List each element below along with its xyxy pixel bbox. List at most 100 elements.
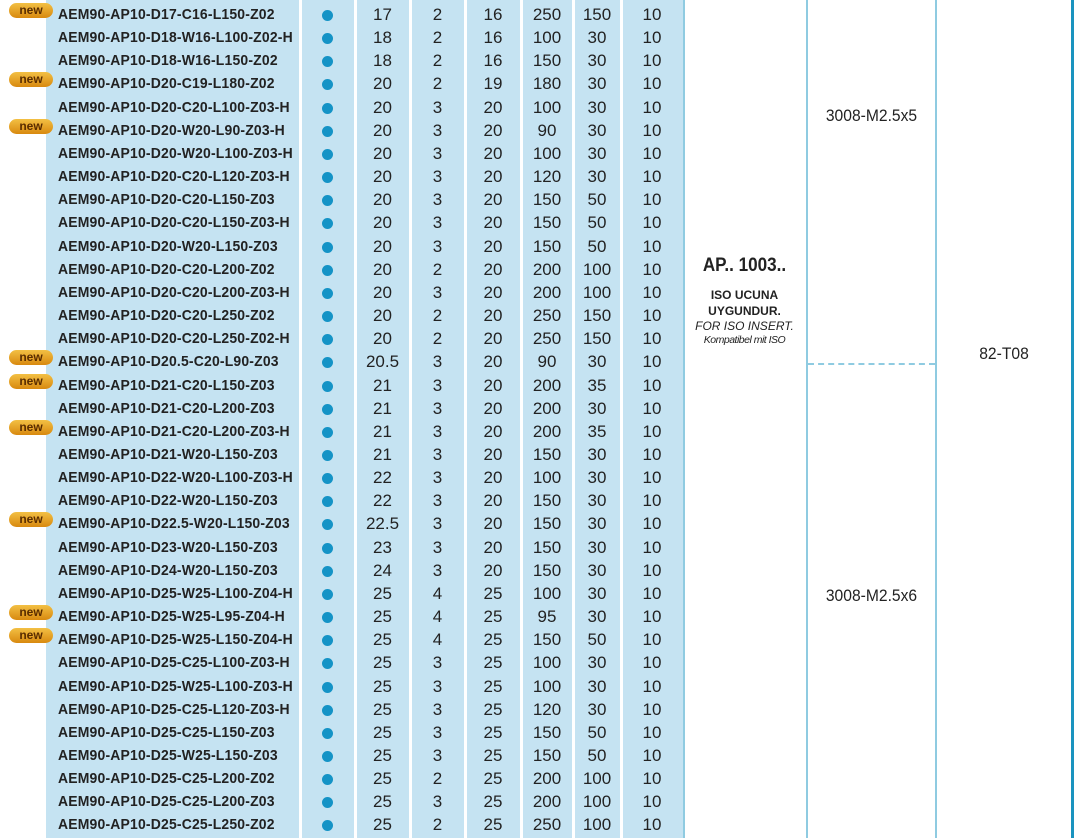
cell-value: 20 <box>483 97 503 117</box>
cell-value: 25 <box>373 792 392 812</box>
product-table: new AEM90-AP10-D17-C16-L150-Z02 17 2 16 250 15… <box>0 3 683 837</box>
cell-value: 20 <box>483 282 503 302</box>
cell-value: 21 <box>373 375 392 395</box>
product-code: AEM90-AP10-D25-W25-L100-Z03-H <box>58 677 293 695</box>
cell-value: 20 <box>373 236 392 256</box>
cell-value: 30 <box>587 74 607 94</box>
cell-value: 3 <box>432 699 443 719</box>
availability-dot-icon <box>322 334 333 346</box>
cell-value: 250 <box>532 306 562 326</box>
cell-value: 20 <box>483 444 503 464</box>
product-code: AEM90-AP10-D20-W20-L90-Z03-H <box>58 121 285 139</box>
cell-value: 250 <box>532 815 562 835</box>
insert-title: AP.. 1003.. <box>702 255 787 276</box>
cell-value: 16 <box>483 28 503 48</box>
cell-value: 25 <box>483 653 503 673</box>
cell-value: 10 <box>642 676 662 696</box>
cell-value: 100 <box>582 259 612 279</box>
product-code: AEM90-AP10-D21-C20-L200-Z03-H <box>58 422 290 440</box>
availability-dot-icon <box>322 565 333 577</box>
cell-value: 100 <box>582 792 612 812</box>
table-row: AEM90-AP10-D23-W20-L150-Z03 23 3 20 150 30 10 <box>0 536 683 559</box>
cell-value: 16 <box>483 5 503 24</box>
availability-dot-icon <box>322 264 333 276</box>
availability-dot-icon <box>322 403 333 415</box>
cell-value: 20 <box>483 213 503 233</box>
cell-value: 30 <box>587 352 607 372</box>
cell-value: 20 <box>483 560 503 580</box>
availability-dot-icon <box>322 542 333 554</box>
cell-value: 20.5 <box>365 352 400 372</box>
cell-value: 120 <box>532 699 562 719</box>
cell-value: 3 <box>432 468 443 488</box>
cell-value: 30 <box>587 120 607 140</box>
product-code: AEM90-AP10-D25-C25-L150-Z03 <box>58 723 275 741</box>
availability-dot-icon <box>322 635 333 647</box>
availability-dot-icon <box>322 56 333 68</box>
insert-info: AP.. 1003.. ISO UCUNA UYGUNDUR. FOR ISO … <box>683 255 806 346</box>
cell-value: 150 <box>532 722 562 742</box>
table-row: AEM90-AP10-D25-W25-L150-Z03 25 3 25 150 50 10 <box>0 744 683 767</box>
cell-value: 4 <box>432 583 443 603</box>
cell-value: 100 <box>532 468 562 488</box>
cell-value: 25 <box>483 607 503 627</box>
availability-dot-icon <box>322 612 333 624</box>
column-divider <box>572 0 575 838</box>
cell-value: 200 <box>532 421 562 441</box>
cell-value: 20 <box>373 97 392 117</box>
cell-value: 30 <box>587 167 607 187</box>
cell-value: 90 <box>537 120 557 140</box>
column-divider <box>935 0 937 838</box>
cell-value: 20 <box>373 329 392 349</box>
table-row: new AEM90-AP10-D20-W20-L90-Z03-H 20 3 20 90 30… <box>0 118 683 142</box>
product-code: AEM90-AP10-D20-C20-L150-Z03 <box>58 191 275 209</box>
cell-value: 20 <box>483 491 503 511</box>
product-code: AEM90-AP10-D25-C25-L250-Z02 <box>58 816 275 834</box>
cell-value: 10 <box>642 746 662 765</box>
cell-value: 2 <box>432 329 443 349</box>
product-code: AEM90-AP10-D17-C16-L150-Z02 <box>58 6 275 23</box>
availability-dot-icon <box>322 727 333 739</box>
cell-value: 25 <box>373 699 392 719</box>
product-code: AEM90-AP10-D25-W25-L100-Z04-H <box>58 584 293 602</box>
cell-value: 150 <box>582 5 612 24</box>
cell-value: 35 <box>587 375 607 395</box>
table-row: AEM90-AP10-D22-W20-L100-Z03-H 22 3 20 100 30 1… <box>0 466 683 489</box>
cell-value: 22 <box>373 468 392 488</box>
cell-value: 3 <box>432 421 443 441</box>
availability-dot-icon <box>322 172 333 184</box>
cell-value: 3 <box>432 236 443 256</box>
column-divider <box>520 0 523 838</box>
cell-value: 10 <box>642 560 662 580</box>
new-badge: new <box>9 419 53 435</box>
cell-value: 3 <box>432 398 443 418</box>
table-row: AEM90-AP10-D25-W25-L100-Z04-H 25 4 25 100 30 1… <box>0 582 683 605</box>
table-row: new AEM90-AP10-D25-W25-L150-Z04-H 25 4 25 150… <box>0 628 683 651</box>
cell-value: 2 <box>432 306 443 326</box>
cell-value: 25 <box>373 815 392 835</box>
cell-value: 25 <box>373 746 392 765</box>
cell-value: 50 <box>587 746 607 765</box>
cell-value: 10 <box>642 815 662 835</box>
cell-value: 30 <box>587 28 607 48</box>
cell-value: 3 <box>432 676 443 696</box>
cell-value: 150 <box>532 630 562 650</box>
cell-value: 3 <box>432 537 443 557</box>
column-divider <box>620 0 623 838</box>
product-code: AEM90-AP10-D20-C20-L100-Z03-H <box>58 98 290 116</box>
table-row: AEM90-AP10-D20-C20-L250-Z02-H 20 2 20 250 150… <box>0 327 683 350</box>
cell-value: 30 <box>587 97 607 117</box>
cell-value: 3 <box>432 491 443 511</box>
cell-value: 10 <box>642 792 662 812</box>
table-row: AEM90-AP10-D25-C25-L250-Z02 25 2 25 250 100 10 <box>0 813 683 836</box>
cell-value: 20 <box>483 236 503 256</box>
cell-value: 10 <box>642 259 662 279</box>
table-right-border <box>1071 0 1074 838</box>
cell-value: 2 <box>432 769 443 789</box>
cell-value: 20 <box>483 375 503 395</box>
cell-value: 150 <box>582 306 612 326</box>
cell-value: 10 <box>642 398 662 418</box>
table-row: AEM90-AP10-D21-C20-L200-Z03 21 3 20 200 30 10 <box>0 397 683 420</box>
cell-value: 95 <box>537 607 557 627</box>
product-code: AEM90-AP10-D20-C20-L200-Z02 <box>58 260 275 278</box>
